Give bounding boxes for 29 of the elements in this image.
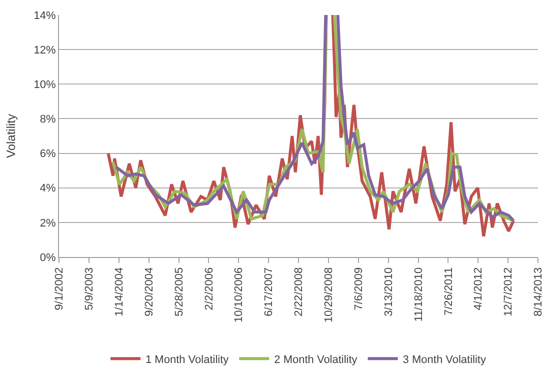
x-tick-label: 9/1/2002 (54, 267, 66, 310)
x-tick-label: 2/22/2008 (293, 267, 306, 316)
x-tick-label: 3/13/2010 (382, 267, 395, 316)
x-tick-label: 5/28/2005 (173, 267, 186, 316)
x-tick-label: 4/1/2012 (472, 267, 485, 310)
x-tick-label: 8/14/2013 (532, 267, 545, 316)
x-tick-label: 6/17/2007 (263, 267, 276, 316)
legend-label: 3 Month Volatility (402, 354, 486, 366)
y-tick-label: 8% (40, 114, 56, 126)
legend-label: 2 Month Volatility (274, 354, 358, 366)
x-tick-label: 5/9/2003 (84, 267, 96, 310)
x-tick-label: 2/2/2006 (203, 267, 216, 310)
y-tick-label: 14% (34, 10, 56, 22)
y-tick-label: 10% (34, 78, 56, 91)
y-axis-title: Volatility (4, 114, 18, 158)
x-tick-label: 10/29/2008 (323, 267, 336, 322)
x-tick-label: 11/18/2010 (412, 267, 425, 322)
y-tick-label: 12% (34, 44, 56, 56)
x-tick-label: 10/10/2006 (233, 267, 246, 322)
x-tick-label: 1/14/2004 (113, 267, 126, 316)
y-tick-label: 0% (40, 252, 56, 264)
x-tick-label: 7/26/2011 (442, 267, 455, 316)
x-tick-label: 7/6/2009 (352, 267, 365, 310)
y-tick-label: 6% (40, 148, 56, 160)
x-tick-label: 9/20/2004 (143, 267, 156, 316)
y-tick-label: 4% (40, 182, 56, 195)
y-tick-label: 2% (40, 217, 56, 230)
x-tick-label: 12/7/2012 (502, 267, 515, 316)
legend-label: 1 Month Volatility (146, 354, 230, 366)
